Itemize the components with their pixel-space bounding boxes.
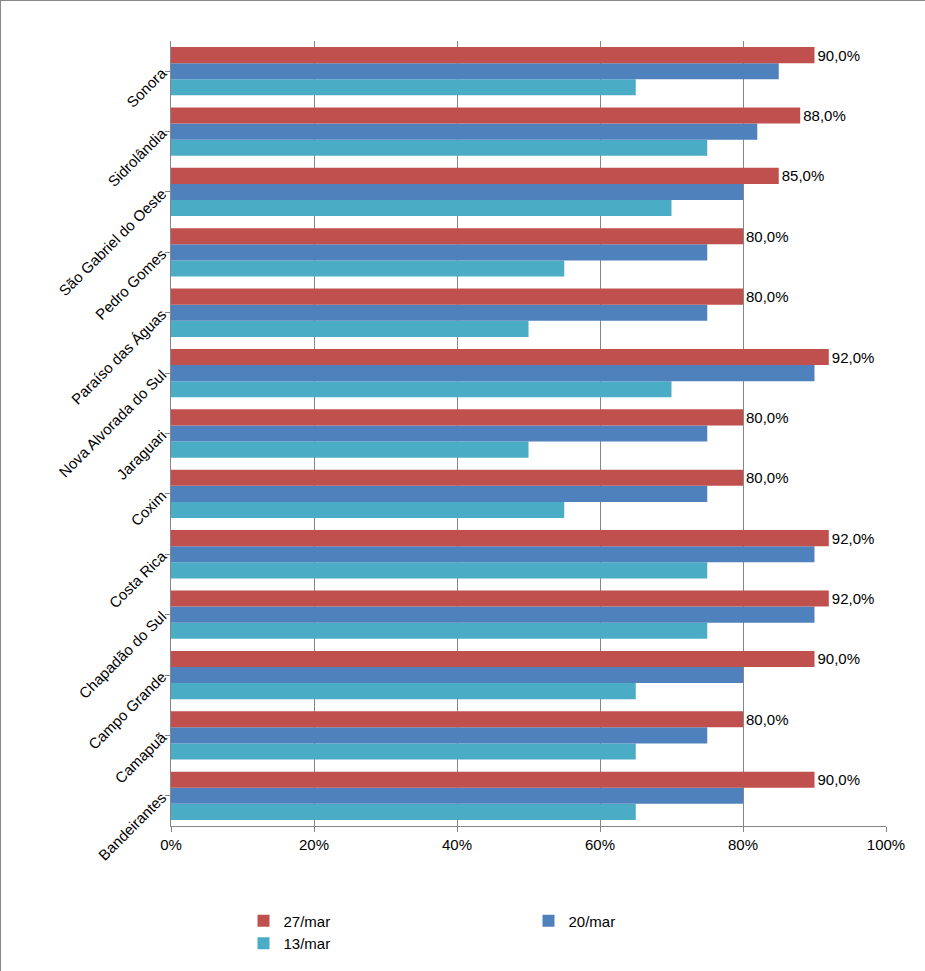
svg-text:Campo Grande: Campo Grande [85, 668, 170, 753]
svg-text:80,0%: 80,0% [746, 711, 789, 728]
svg-text:Pedro Gomes: Pedro Gomes [92, 246, 169, 323]
svg-text:27/mar: 27/mar [284, 913, 331, 930]
svg-text:92,0%: 92,0% [832, 530, 875, 547]
svg-text:80,0%: 80,0% [746, 469, 789, 486]
svg-text:20%: 20% [299, 836, 329, 853]
svg-text:Costa Rica: Costa Rica [106, 547, 170, 611]
svg-text:80,0%: 80,0% [746, 228, 789, 245]
svg-text:80,0%: 80,0% [746, 409, 789, 426]
svg-text:90,0%: 90,0% [818, 650, 861, 667]
svg-text:80%: 80% [728, 836, 758, 853]
svg-text:40%: 40% [442, 836, 472, 853]
svg-text:90,0%: 90,0% [818, 771, 861, 788]
svg-text:92,0%: 92,0% [832, 590, 875, 607]
svg-text:Chapadão do Sul: Chapadão do Sul [75, 608, 169, 702]
svg-text:Jaraguari: Jaraguari [113, 427, 169, 483]
svg-text:92,0%: 92,0% [832, 349, 875, 366]
svg-text:0%: 0% [160, 836, 182, 853]
svg-text:Coxim: Coxim [127, 487, 169, 529]
svg-text:85,0%: 85,0% [782, 167, 825, 184]
svg-text:Nova Alvorada do Sul: Nova Alvorada do Sul [55, 366, 169, 480]
svg-text:90,0%: 90,0% [818, 47, 861, 64]
svg-text:20/mar: 20/mar [569, 913, 616, 930]
svg-text:88,0%: 88,0% [803, 107, 846, 124]
svg-text:60%: 60% [585, 836, 615, 853]
svg-text:Camapuã: Camapuã [111, 728, 169, 786]
svg-text:Sidrolândia: Sidrolândia [104, 124, 170, 190]
svg-text:Paraíso das Águas: Paraíso das Águas [68, 306, 170, 408]
svg-text:13/mar: 13/mar [284, 935, 331, 952]
svg-text:Sonora: Sonora [123, 64, 170, 111]
svg-text:Bandeirantes: Bandeirantes [95, 789, 170, 864]
svg-text:100%: 100% [867, 836, 905, 853]
svg-text:São Gabriel do Oeste: São Gabriel do Oeste [55, 185, 169, 299]
svg-text:80,0%: 80,0% [746, 288, 789, 305]
